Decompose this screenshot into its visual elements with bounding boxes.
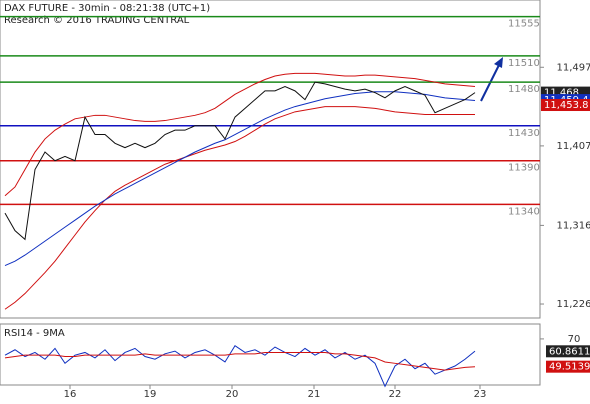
y-tick-label: 11,407: [557, 141, 590, 152]
chart-title: DAX FUTURE - 30min - 08:21:38 (UTC+1): [4, 3, 210, 14]
value-tag-label: 49.5139: [549, 362, 590, 373]
price-tag-label: 11,453.8: [544, 100, 589, 111]
rsi-panel: [0, 324, 540, 385]
level-label: 11480: [508, 84, 540, 95]
series-line: [5, 346, 475, 387]
series-line: [5, 73, 475, 195]
x-tick-label: 23: [474, 389, 487, 400]
level-label: 11390: [508, 163, 540, 174]
level-label: 11510: [508, 58, 540, 69]
level-label: 11340: [508, 206, 540, 217]
x-tick-label: 21: [308, 389, 321, 400]
x-tick-label: 20: [226, 389, 239, 400]
series-line: [5, 107, 475, 310]
price-panel: [0, 0, 540, 318]
y-tick-label: 70: [568, 334, 581, 345]
y-tick-label: 11,226: [557, 299, 590, 310]
y-tick-label: 11,497: [557, 62, 590, 73]
rsi-title: RSI14 - 9MA: [4, 328, 65, 339]
series-line: [5, 92, 475, 266]
x-tick-label: 22: [389, 389, 402, 400]
level-label: 11430: [508, 128, 540, 139]
level-label: 11555: [508, 19, 540, 30]
x-tick-label: 19: [144, 389, 157, 400]
x-tick-label: 16: [64, 389, 77, 400]
y-tick-label: 11,316: [557, 220, 590, 231]
value-tag-label: 60.8611: [549, 346, 590, 357]
